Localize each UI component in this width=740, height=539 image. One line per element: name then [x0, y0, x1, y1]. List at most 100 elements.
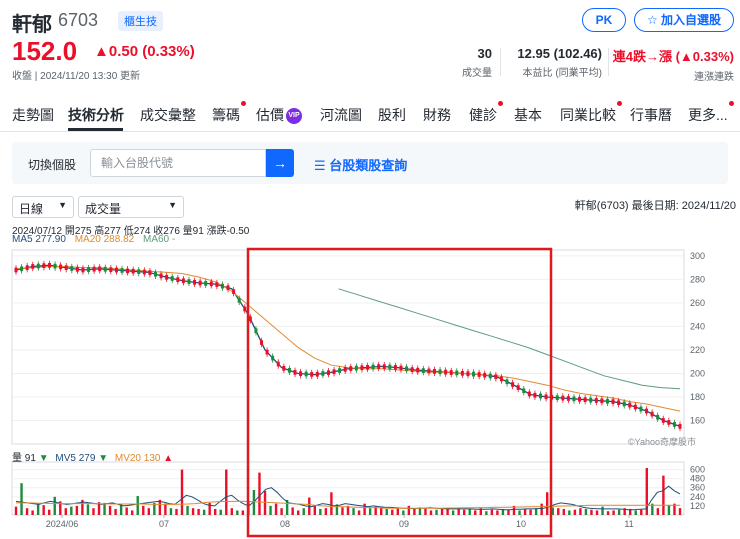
- volume-bar: [479, 508, 482, 515]
- tab-trend[interactable]: 走勢圖: [12, 107, 54, 123]
- add-watchlist-button[interactable]: ☆ 加入自選股: [634, 8, 734, 32]
- candle: [153, 271, 157, 277]
- candle: [366, 365, 370, 370]
- price-chart[interactable]: 3002802602402202001801606004803602401202…: [0, 244, 740, 539]
- stat-divider: [608, 48, 609, 76]
- tab-more[interactable]: 更多...: [688, 101, 734, 125]
- volume-bar: [75, 505, 79, 515]
- candle: [92, 266, 96, 272]
- volume-bar: [501, 508, 505, 515]
- candle: [120, 268, 124, 273]
- volume-bar: [92, 508, 95, 515]
- candle: [371, 364, 375, 370]
- volume-bar: [319, 508, 322, 515]
- mv5-line: [15, 485, 681, 511]
- ohlc-info: 2024/07/12 開275 高277 低274 收276 量91 漲跌-0.…: [12, 226, 250, 237]
- candle: [516, 385, 520, 390]
- volume-bar: [202, 509, 206, 515]
- candle: [438, 369, 442, 375]
- volume-bar: [407, 505, 411, 515]
- search-arrow-button[interactable]: →: [266, 149, 294, 177]
- tab-basic[interactable]: 基本: [514, 107, 542, 123]
- volume-bar: [551, 507, 554, 515]
- volume-bar: [534, 508, 538, 515]
- volume-bar: [402, 510, 405, 515]
- volume-bar: [252, 490, 256, 515]
- tab-checkup[interactable]: 健診: [469, 101, 503, 125]
- volume-bar: [507, 509, 510, 515]
- volume-bar: [269, 505, 272, 515]
- candle: [248, 316, 252, 322]
- candle: [159, 273, 163, 279]
- candle: [315, 371, 319, 377]
- volume-bar: [330, 492, 333, 515]
- indicator-select-value: 成交量: [85, 202, 122, 216]
- candle: [444, 369, 448, 375]
- volume-bar: [59, 501, 62, 515]
- volume-bar: [474, 510, 477, 515]
- chart-meta: 軒郁(6703) 最後日期: 2024/11/20: [574, 200, 736, 212]
- tab-technical[interactable]: 技術分析: [68, 107, 124, 123]
- stock-switch-bar: 切換個股 → ☰ 台股類股查詢: [12, 142, 728, 184]
- volume-bar: [108, 505, 112, 515]
- tab-chips[interactable]: 籌碼: [212, 101, 246, 125]
- stat-volume-label: 成交量: [462, 68, 492, 79]
- tab-peer-compare[interactable]: 同業比較: [560, 101, 622, 125]
- volume-bar: [634, 510, 637, 515]
- volume-bar: [175, 508, 178, 515]
- volume-bar: [103, 502, 106, 515]
- volume-bar: [667, 505, 671, 515]
- volume-bar: [485, 511, 488, 515]
- candle: [477, 372, 481, 377]
- volume-bar: [142, 505, 145, 515]
- volume-bar: [584, 508, 588, 515]
- tab-dividend[interactable]: 股利: [378, 107, 406, 123]
- tab-finance[interactable]: 財務: [423, 107, 451, 123]
- tab-calendar[interactable]: 行事曆: [630, 107, 672, 123]
- candle: [304, 371, 308, 377]
- candle: [544, 394, 548, 400]
- volume-bar: [352, 508, 355, 515]
- volume-bar: [418, 507, 422, 515]
- stat-streak-value: 連4跌→漲 (▲0.33%): [612, 49, 734, 64]
- volume-label: 量 91: [12, 453, 36, 464]
- price-tick-label: 220: [690, 345, 705, 355]
- volume-bar: [579, 508, 582, 515]
- candle: [193, 279, 197, 285]
- volume-bar: [573, 509, 577, 515]
- candle: [600, 398, 604, 404]
- candle: [198, 280, 202, 286]
- volume-bar: [119, 504, 123, 515]
- tab-valuation[interactable]: 估價 VIP: [256, 105, 302, 125]
- indicator-select[interactable]: 成交量 ▼: [78, 196, 184, 218]
- volume-bar: [20, 483, 23, 515]
- volume-bar: [125, 507, 128, 515]
- tab-river[interactable]: 河流圖: [320, 107, 362, 123]
- candle: [639, 406, 643, 412]
- candle: [432, 368, 436, 374]
- active-tab-indicator: [68, 128, 123, 131]
- category-query-link[interactable]: ☰ 台股類股查詢: [314, 158, 408, 173]
- volume-bar: [385, 508, 388, 515]
- period-select[interactable]: 日線 ▼: [12, 196, 74, 218]
- tab-peer-label: 同業比較: [560, 107, 616, 123]
- volume-bar: [208, 502, 211, 515]
- candle: [181, 278, 185, 284]
- candle: [589, 397, 593, 403]
- volume-bar: [463, 509, 466, 515]
- candle: [539, 393, 543, 399]
- volume-bar: [673, 503, 676, 515]
- volume-bar: [302, 508, 305, 515]
- tab-transactions[interactable]: 成交彙整: [140, 107, 196, 123]
- volume-bar: [523, 508, 527, 515]
- pk-button[interactable]: PK: [582, 8, 626, 32]
- sector-tag[interactable]: 櫃生技: [118, 11, 163, 31]
- x-tick-label: 11: [624, 519, 633, 529]
- volume-bar: [540, 503, 543, 515]
- chevron-down-icon: ▼: [168, 200, 177, 210]
- candle: [165, 274, 169, 280]
- volume-bar: [147, 508, 150, 515]
- volume-bar: [617, 509, 621, 515]
- stock-search-input[interactable]: [90, 149, 266, 177]
- candle: [42, 263, 46, 269]
